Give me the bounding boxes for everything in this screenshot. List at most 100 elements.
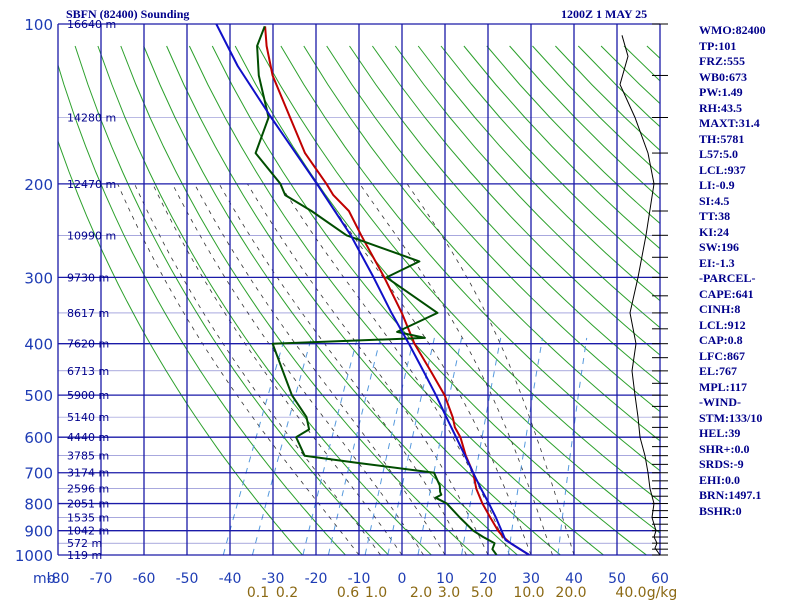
index-item: -PARCEL- — [699, 271, 766, 287]
index-item: LCL:937 — [699, 163, 766, 179]
dry-adiabat — [578, 46, 800, 566]
height-label: 2051 m — [67, 498, 109, 511]
index-item: BSHR:0 — [699, 504, 766, 520]
index-item: RH:43.5 — [699, 101, 766, 117]
index-item: FRZ:555 — [699, 54, 766, 70]
index-item: STM:133/10 — [699, 411, 766, 427]
height-label: 119 m — [67, 549, 102, 562]
moist-adiabat — [407, 184, 574, 555]
height-label: 9730 m — [67, 271, 109, 284]
mixing-ratio-line — [416, 338, 462, 566]
height-label: 4440 m — [67, 431, 109, 444]
index-item: CAPE:641 — [699, 287, 766, 303]
mixing-ratio-label: g/kg — [647, 585, 678, 600]
pressure-tick-label: 500 — [24, 387, 53, 405]
mixing-ratio-label: 40.0 — [615, 585, 646, 600]
moist-adiabat — [247, 184, 488, 555]
height-label: 2596 m — [67, 483, 109, 496]
index-item: TH:5781 — [699, 132, 766, 148]
index-item: MPL:117 — [699, 380, 766, 396]
mixing-ratio-label: 5.0 — [471, 585, 493, 600]
mixing-ratio-label: 0.1 — [247, 585, 269, 600]
temperature-tick-label: -70 — [90, 571, 113, 587]
height-label: 12470 m — [67, 178, 116, 191]
temperature-tick-label: -20 — [305, 571, 328, 587]
pressure-tick-label: 600 — [24, 429, 53, 447]
index-item: LFC:867 — [699, 349, 766, 365]
pressure-tick-label: 800 — [24, 496, 53, 514]
index-item: SW:196 — [699, 240, 766, 256]
pressure-tick-label: 700 — [24, 465, 53, 483]
temperature-tick-label: -40 — [219, 571, 242, 587]
dry-adiabat — [167, 46, 574, 566]
index-item: TP:101 — [699, 39, 766, 55]
index-item: L57:5.0 — [699, 147, 766, 163]
index-item: EHI:0.0 — [699, 473, 766, 489]
temperature-tick-label: -60 — [133, 571, 156, 587]
mixing-ratio-line — [460, 338, 501, 566]
dry-adiabat — [258, 46, 749, 566]
temperature-tick-label: -50 — [176, 571, 199, 587]
mixing-ratio-label: 0.6 — [337, 585, 359, 600]
index-item: SHR+:0.0 — [699, 442, 766, 458]
pressure-tick-label: 100 — [24, 16, 53, 34]
mixing-ratio-label: 2.0 — [410, 585, 432, 600]
index-item: MAXT:31.4 — [699, 116, 766, 132]
index-item: TT:38 — [699, 209, 766, 225]
dry-adiabat — [144, 46, 531, 566]
pressure-tick-label: 400 — [24, 336, 53, 354]
index-item: CAP:0.8 — [699, 333, 766, 349]
pressure-tick-label: 1000 — [15, 547, 53, 565]
mixing-ratio-label: 3.0 — [438, 585, 460, 600]
index-item: SRDS:-9 — [699, 457, 766, 473]
temperature-tick-label: 0 — [398, 571, 407, 587]
pressure-tick-label: 900 — [24, 523, 53, 541]
height-label: 14280 m — [67, 112, 116, 125]
height-label: 1042 m — [67, 525, 109, 538]
height-label: 1535 m — [67, 512, 109, 525]
index-item: EL:767 — [699, 364, 766, 380]
mixing-ratio-line — [300, 338, 357, 566]
moist-adiabat — [317, 184, 531, 555]
x-unit-label: mb — [33, 571, 56, 587]
mixing-ratio-label: 20.0 — [555, 585, 586, 600]
index-item: SI:4.5 — [699, 194, 766, 210]
index-item: CINH:8 — [699, 302, 766, 318]
index-item: BRN:1497.1 — [699, 488, 766, 504]
dewpoint-line — [256, 26, 497, 555]
moist-adiabat — [118, 184, 359, 555]
mixing-ratio-label: 10.0 — [513, 585, 544, 600]
moist-adiabat — [135, 184, 381, 555]
moist-adiabat — [172, 184, 423, 555]
height-label: 6713 m — [67, 365, 109, 378]
index-item: PW:1.49 — [699, 85, 766, 101]
index-item: LCL:912 — [699, 318, 766, 334]
sounding-time: 1200Z 1 MAY 25 — [561, 7, 647, 22]
moist-adiabat — [194, 184, 445, 555]
dry-adiabat — [98, 46, 443, 566]
mixing-ratio-label: 1.0 — [365, 585, 387, 600]
dry-adiabat — [212, 46, 661, 566]
index-item: KI:24 — [699, 225, 766, 241]
index-item: -WIND- — [699, 395, 766, 411]
height-label: 3785 m — [67, 450, 109, 463]
index-item: LI:-0.9 — [699, 178, 766, 194]
parcel-line — [216, 24, 529, 555]
station-title: SBFN (82400) Sounding — [66, 7, 189, 22]
height-label: 3174 m — [67, 467, 109, 480]
mixing-ratio-line — [507, 338, 543, 566]
pressure-tick-label: 200 — [24, 176, 53, 194]
height-label: 5140 m — [67, 411, 109, 424]
index-item: WMO:82400 — [699, 23, 766, 39]
index-item: EI:-1.3 — [699, 256, 766, 272]
index-item: WB0:673 — [699, 70, 766, 86]
mixing-ratio-line — [363, 338, 414, 566]
height-label: 8617 m — [67, 307, 109, 320]
height-label: 5900 m — [67, 389, 109, 402]
pressure-tick-label: 300 — [24, 269, 53, 287]
height-label: 7620 m — [67, 338, 109, 351]
mixing-ratio-label: 0.2 — [276, 585, 298, 600]
